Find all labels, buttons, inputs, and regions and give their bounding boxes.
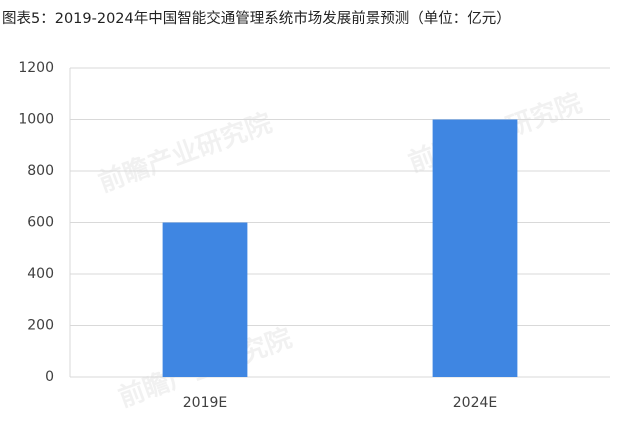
y-tick-label: 1200 <box>18 60 54 76</box>
y-tick-label: 200 <box>27 318 54 334</box>
y-tick-label: 0 <box>45 369 54 385</box>
x-tick-label: 2024E <box>453 395 497 411</box>
bar <box>432 119 518 377</box>
y-tick-label: 800 <box>27 163 54 179</box>
y-tick-label: 1000 <box>18 112 54 128</box>
y-tick-label: 600 <box>27 215 54 231</box>
chart-title: 图表5：2019-2024年中国智能交通管理系统市场发展前景预测（单位：亿元） <box>2 9 511 27</box>
y-tick-label: 400 <box>27 266 54 282</box>
bar <box>162 222 248 377</box>
watermark: 前瞻产业研究院 <box>94 107 276 198</box>
x-tick-label: 2019E <box>183 395 227 411</box>
